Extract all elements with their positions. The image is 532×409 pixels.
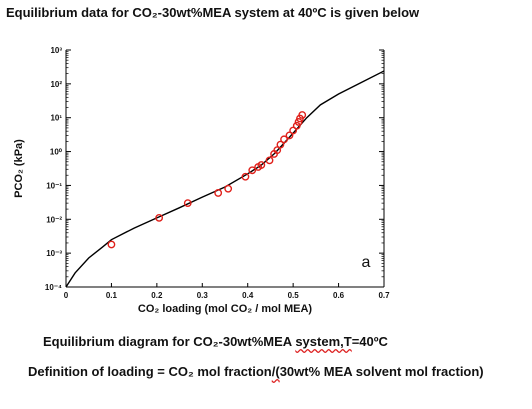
data-point — [273, 146, 282, 155]
panel-label: a — [362, 254, 371, 271]
y-tick-label: 10⁻³ — [46, 249, 62, 258]
data-point — [265, 156, 274, 165]
definition-text: Definition of loading = CO₂ mol fraction — [28, 364, 272, 379]
definition-after-text: 30wt% MEA solvent mol fraction) — [279, 364, 484, 379]
data-point — [214, 189, 223, 197]
y-axis-label: PCO₂ (kPa) — [13, 139, 25, 198]
x-tick-label: 0.1 — [106, 291, 118, 300]
x-tick-label: 0.5 — [288, 291, 300, 300]
data-point — [298, 111, 307, 119]
data-point — [155, 213, 164, 222]
figure-caption: Equilibrium diagram for CO₂-30wt%MEA sys… — [43, 334, 388, 349]
chart-model-curve-layer — [65, 70, 385, 288]
data-point — [241, 172, 250, 181]
definition-flagged-text: /( — [271, 364, 280, 379]
x-tick-label: 0.3 — [197, 291, 209, 300]
data-point — [292, 121, 301, 130]
caption-flagged-text: system,T — [295, 334, 352, 349]
data-point — [107, 240, 116, 249]
x-tick-label: 0.6 — [333, 291, 345, 300]
chart-axes — [65, 49, 385, 288]
data-point — [289, 126, 298, 135]
data-point — [183, 199, 192, 208]
chart-data-points-layer — [107, 111, 307, 249]
data-point — [280, 135, 288, 144]
y-tick-label: 10⁻² — [46, 215, 62, 224]
data-point — [257, 161, 266, 169]
y-tick-label: 10⁰ — [50, 148, 63, 157]
page-heading: Equilibrium data for CO₂-30wt%MEA system… — [6, 5, 420, 20]
y-tick-label: 10¹ — [50, 114, 62, 123]
y-tick-label: 10⁻⁴ — [45, 283, 62, 292]
data-point — [224, 184, 233, 193]
x-tick-label: 0.2 — [151, 291, 163, 300]
chart-labels-layer: 0 0.1 0.2 0.3 0.4 0.5 0.6 0.7 10⁻⁴ 10⁻³ 10⁻² 10⁻¹ 10… — [13, 46, 390, 315]
caption-text: Equilibrium diagram for CO₂-30wt%MEA — [43, 334, 296, 349]
data-point — [294, 118, 303, 126]
x-tick-label: 0.4 — [242, 291, 254, 300]
caption-after-text: =40ºC — [351, 334, 388, 349]
data-point — [248, 166, 257, 175]
data-point — [276, 140, 285, 149]
x-tick-label: 0.7 — [378, 291, 390, 300]
x-tick-label: 0 — [64, 291, 69, 300]
data-point — [285, 131, 294, 140]
y-tick-label: 10² — [50, 80, 62, 89]
y-tick-label: 10³ — [50, 46, 62, 55]
loading-definition: Definition of loading = CO₂ mol fraction… — [28, 364, 484, 379]
x-axis-label: CO₂ loading (mol CO₂ / mol MEA) — [138, 303, 312, 315]
y-tick-label: 10⁻¹ — [46, 181, 62, 190]
model-curve-line — [65, 70, 385, 288]
